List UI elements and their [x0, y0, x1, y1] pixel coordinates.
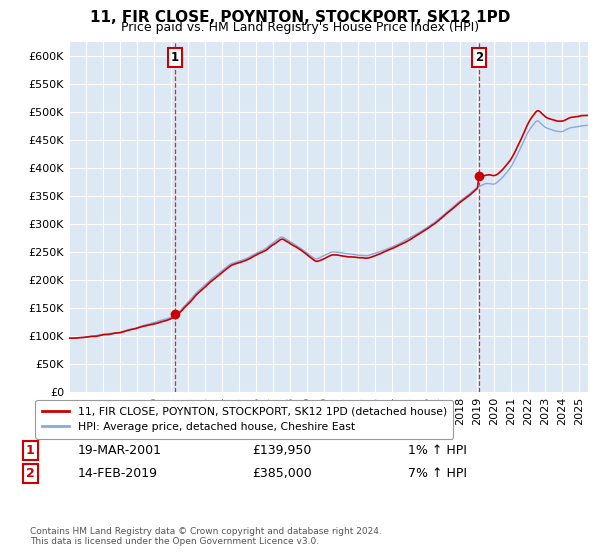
Text: 2: 2 [475, 51, 484, 64]
Legend: 11, FIR CLOSE, POYNTON, STOCKPORT, SK12 1PD (detached house), HPI: Average price: 11, FIR CLOSE, POYNTON, STOCKPORT, SK12 … [35, 400, 454, 438]
Text: 14-FEB-2019: 14-FEB-2019 [78, 466, 158, 480]
Text: Price paid vs. HM Land Registry's House Price Index (HPI): Price paid vs. HM Land Registry's House … [121, 21, 479, 34]
Text: 7% ↑ HPI: 7% ↑ HPI [408, 466, 467, 480]
Text: 2: 2 [26, 466, 34, 480]
Text: 1: 1 [26, 444, 34, 458]
Text: 19-MAR-2001: 19-MAR-2001 [78, 444, 162, 458]
Text: £139,950: £139,950 [252, 444, 311, 458]
Text: £385,000: £385,000 [252, 466, 312, 480]
Text: Contains HM Land Registry data © Crown copyright and database right 2024.
This d: Contains HM Land Registry data © Crown c… [30, 526, 382, 546]
Text: 1: 1 [171, 51, 179, 64]
Text: 11, FIR CLOSE, POYNTON, STOCKPORT, SK12 1PD: 11, FIR CLOSE, POYNTON, STOCKPORT, SK12 … [90, 10, 510, 25]
Text: 1% ↑ HPI: 1% ↑ HPI [408, 444, 467, 458]
